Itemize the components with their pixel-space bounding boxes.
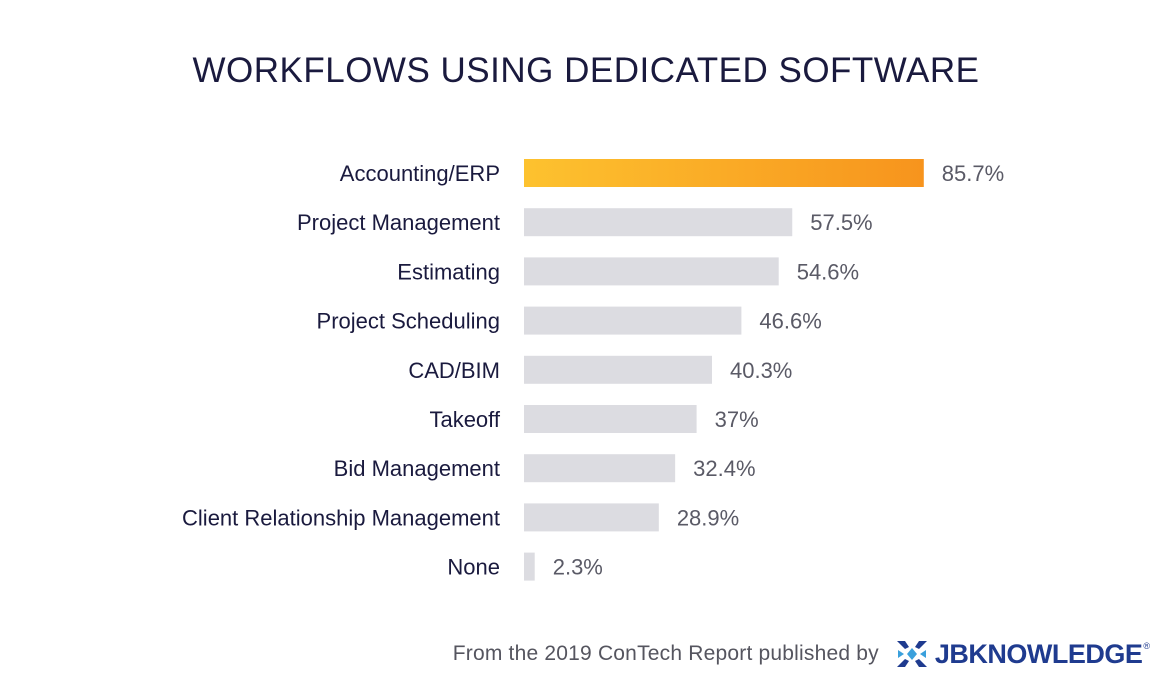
registered-mark: ® [1143,641,1150,651]
category-label-project-management: Project Management [297,210,500,235]
bar-project-scheduling [524,306,742,335]
category-label-none: None [447,555,500,580]
category-label-estimating: Estimating [397,259,500,284]
logo-wordmark: JBKNOWLEDGE [934,638,1143,669]
bar-accounting-erp [524,159,924,187]
category-label-bid-management: Bid Management [334,456,500,481]
category-label-cad-bim: CAD/BIM [408,358,500,383]
value-label-project-scheduling: 46.6% [759,309,821,334]
bar-cad-bim [524,355,712,384]
category-label-client-relationship-management: Client Relationship Management [182,505,500,530]
jbknowledge-logo: JBKNOWLEDGE ® [895,637,1150,671]
bar-project-management [524,208,793,237]
bar-bid-management [524,454,676,483]
category-label-project-scheduling: Project Scheduling [317,309,500,334]
chart-title: WORKFLOWS USING DEDICATED SOFTWARE [192,51,979,90]
bar-client-relationship-management [524,503,659,532]
value-label-estimating: 54.6% [797,259,859,284]
footer: From the 2019 ConTech Report published b… [0,630,1150,678]
value-label-bid-management: 32.4% [693,456,755,481]
value-label-project-management: 57.5% [810,210,872,235]
jbknowledge-logo-icon [896,641,927,667]
value-label-none: 2.3% [553,555,603,580]
value-label-takeoff: 37% [715,407,759,432]
category-label-takeoff: Takeoff [429,407,500,432]
category-label-accounting-erp: Accounting/ERP [340,161,500,186]
bars-layer: Accounting/ERP 85.7% Project Management 57.… [182,159,1004,581]
bar-none [524,552,535,581]
value-label-client-relationship-management: 28.9% [677,505,739,530]
value-label-cad-bim: 40.3% [730,358,792,383]
value-label-accounting-erp: 85.7% [942,161,1004,186]
footer-credit-text: From the 2019 ConTech Report published b… [452,642,879,665]
bar-takeoff [524,405,697,433]
bar-estimating [524,257,779,286]
